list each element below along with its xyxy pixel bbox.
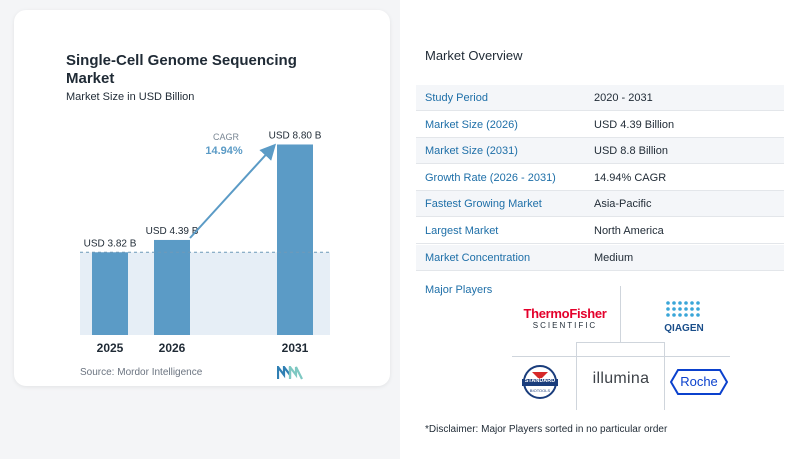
mordor-logo-icon	[277, 366, 303, 380]
overview-row-value: Medium	[594, 251, 634, 264]
overview-row-label: Market Concentration	[425, 251, 531, 264]
overview-row: Fastest Growing Market Asia-Pacific	[416, 191, 784, 218]
qiagen-logo: QIAGEN	[662, 300, 706, 334]
illumina-logo: illumina	[580, 370, 662, 388]
overview-row: Market Size (2026) USD 4.39 Billion	[416, 112, 784, 138]
overview-row-value: USD 8.8 Billion	[594, 145, 668, 158]
overview-row-label: Study Period	[425, 92, 488, 104]
roche-hexagon-icon	[669, 369, 729, 395]
overview-title: Market Overview	[425, 48, 523, 63]
overview-row-label: Growth Rate (2026 - 2031)	[425, 171, 556, 184]
players-divider	[620, 286, 621, 342]
disclaimer-text: *Disclaimer: Major Players sorted in no …	[425, 424, 668, 435]
overview-row: Growth Rate (2026 - 2031) 14.94% CAGR	[416, 165, 784, 191]
players-divider	[664, 342, 665, 410]
overview-row-value: North America	[594, 225, 664, 237]
standard-biotools-logo: STANDARD BIOTOOLS	[518, 364, 562, 400]
thermofisher-sub: SCIENTIFIC	[532, 321, 598, 330]
chart-subtitle: Market Size in USD Billion	[66, 91, 195, 103]
overview-row-value: USD 4.39 Billion	[594, 118, 675, 131]
players-title: Major Players	[425, 284, 493, 296]
overview-row-label: Market Size (2026)	[425, 118, 518, 131]
standard-badge-icon	[522, 365, 558, 399]
standard-name: STANDARD	[524, 378, 556, 384]
qiagen-dots-icon	[666, 301, 700, 317]
standard-sub: BIOTOOLS	[529, 388, 551, 393]
overview-row-value: Asia-Pacific	[594, 198, 652, 211]
thermofisher-name: ThermoFisher	[523, 306, 607, 321]
overview-row: Market Size (2031) USD 8.8 Billion	[416, 138, 784, 165]
overview-row: Largest Market North America	[416, 218, 784, 244]
players-divider	[576, 342, 577, 410]
roche-logo: Roche	[669, 368, 729, 396]
chart-title: Single-Cell Genome Sequencing Market	[66, 52, 297, 87]
overview-row-value: 14.94% CAGR	[594, 171, 667, 184]
players-divider	[576, 342, 664, 343]
overview-row: Study Period 2020 - 2031	[416, 85, 784, 111]
overview-row-label: Fastest Growing Market	[425, 198, 542, 211]
market-overview-panel	[400, 0, 800, 459]
players-divider	[512, 356, 730, 357]
overview-row-value: 2020 - 2031	[594, 92, 653, 104]
roche-name: Roche	[680, 374, 718, 389]
overview-row: Market Concentration Medium	[416, 244, 784, 271]
overview-row-label: Market Size (2031)	[425, 145, 518, 158]
overview-row-label: Largest Market	[425, 225, 499, 237]
illumina-name: illumina	[592, 370, 650, 387]
qiagen-name: QIAGEN	[664, 323, 704, 334]
thermofisher-logo: ThermoFisher SCIENTIFIC	[520, 306, 610, 330]
source-text: Source: Mordor Intelligence	[80, 367, 203, 378]
